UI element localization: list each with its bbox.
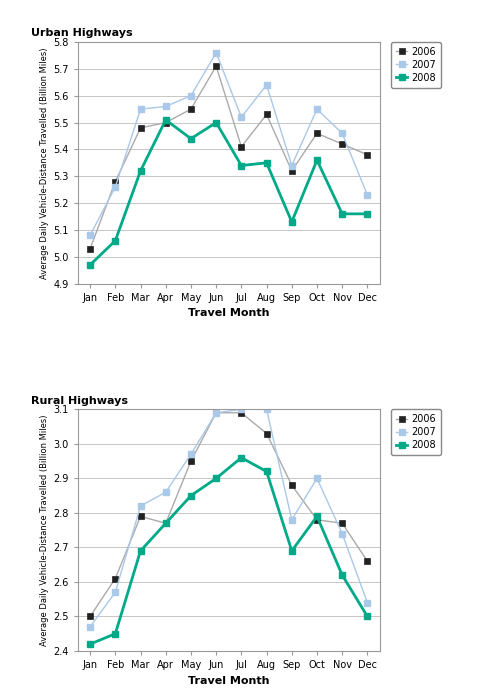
2008 bbox=[339, 570, 345, 579]
2007 bbox=[213, 48, 219, 57]
Line: 2008: 2008 bbox=[86, 116, 371, 268]
2008 bbox=[314, 512, 320, 521]
2006 bbox=[364, 150, 370, 159]
2007 bbox=[339, 529, 345, 538]
Text: Rural Highways: Rural Highways bbox=[30, 395, 128, 406]
2006 bbox=[238, 143, 244, 151]
2008 bbox=[238, 454, 244, 462]
Y-axis label: Average Daily Vehicle-Distance Travelled (Billion Miles): Average Daily Vehicle-Distance Travelled… bbox=[40, 47, 49, 279]
Line: 2008: 2008 bbox=[86, 454, 371, 648]
2007 bbox=[162, 102, 168, 111]
2006 bbox=[289, 167, 295, 175]
2007 bbox=[112, 588, 118, 596]
2008 bbox=[188, 491, 194, 500]
2007 bbox=[364, 191, 370, 200]
2007 bbox=[289, 516, 295, 524]
Line: 2006: 2006 bbox=[86, 63, 371, 252]
2008 bbox=[289, 547, 295, 555]
2006 bbox=[213, 409, 219, 417]
2006 bbox=[112, 177, 118, 186]
2006 bbox=[213, 62, 219, 71]
2007 bbox=[314, 105, 320, 113]
2008 bbox=[289, 218, 295, 226]
Line: 2006: 2006 bbox=[86, 410, 371, 620]
2008 bbox=[264, 468, 270, 476]
2008 bbox=[162, 116, 168, 124]
2007 bbox=[314, 474, 320, 482]
2008 bbox=[314, 156, 320, 164]
2006 bbox=[162, 118, 168, 127]
2008 bbox=[112, 237, 118, 245]
X-axis label: Travel Month: Travel Month bbox=[188, 676, 270, 685]
2008 bbox=[112, 629, 118, 638]
2008 bbox=[364, 612, 370, 621]
2006 bbox=[314, 129, 320, 137]
2008 bbox=[188, 134, 194, 143]
Legend: 2006, 2007, 2008: 2006, 2007, 2008 bbox=[391, 410, 441, 455]
2006 bbox=[87, 612, 93, 621]
2007 bbox=[339, 129, 345, 137]
2006 bbox=[339, 519, 345, 528]
Line: 2007: 2007 bbox=[86, 406, 371, 630]
2007 bbox=[264, 80, 270, 89]
2007 bbox=[188, 92, 194, 100]
2006 bbox=[112, 574, 118, 582]
2008 bbox=[264, 159, 270, 167]
2007 bbox=[238, 113, 244, 121]
2008 bbox=[339, 210, 345, 218]
Text: Urban Highways: Urban Highways bbox=[30, 29, 132, 38]
2007 bbox=[138, 105, 143, 113]
2006 bbox=[339, 140, 345, 148]
2008 bbox=[213, 118, 219, 127]
2008 bbox=[213, 474, 219, 482]
2008 bbox=[364, 210, 370, 218]
2006 bbox=[264, 111, 270, 119]
2008 bbox=[138, 547, 143, 555]
2006 bbox=[264, 429, 270, 438]
2006 bbox=[238, 409, 244, 417]
2006 bbox=[314, 516, 320, 524]
2006 bbox=[364, 557, 370, 566]
2006 bbox=[162, 519, 168, 528]
X-axis label: Travel Month: Travel Month bbox=[188, 308, 270, 318]
2008 bbox=[87, 640, 93, 648]
2008 bbox=[238, 161, 244, 169]
2007 bbox=[162, 488, 168, 496]
2007 bbox=[138, 502, 143, 510]
2007 bbox=[364, 598, 370, 607]
2007 bbox=[112, 183, 118, 191]
2007 bbox=[213, 409, 219, 417]
2007 bbox=[264, 405, 270, 414]
2008 bbox=[162, 519, 168, 528]
2006 bbox=[138, 124, 143, 132]
2006 bbox=[188, 105, 194, 113]
Y-axis label: Average Daily Vehicle-Distance Travelled (Billion Miles): Average Daily Vehicle-Distance Travelled… bbox=[40, 414, 49, 646]
Legend: 2006, 2007, 2008: 2006, 2007, 2008 bbox=[391, 42, 441, 88]
2006 bbox=[87, 244, 93, 253]
2008 bbox=[138, 167, 143, 175]
2007 bbox=[87, 231, 93, 239]
2006 bbox=[289, 481, 295, 489]
2007 bbox=[188, 450, 194, 459]
2007 bbox=[87, 622, 93, 631]
2006 bbox=[138, 512, 143, 521]
Line: 2007: 2007 bbox=[86, 49, 371, 239]
2007 bbox=[289, 161, 295, 169]
2008 bbox=[87, 260, 93, 269]
2006 bbox=[188, 457, 194, 466]
2007 bbox=[238, 405, 244, 414]
